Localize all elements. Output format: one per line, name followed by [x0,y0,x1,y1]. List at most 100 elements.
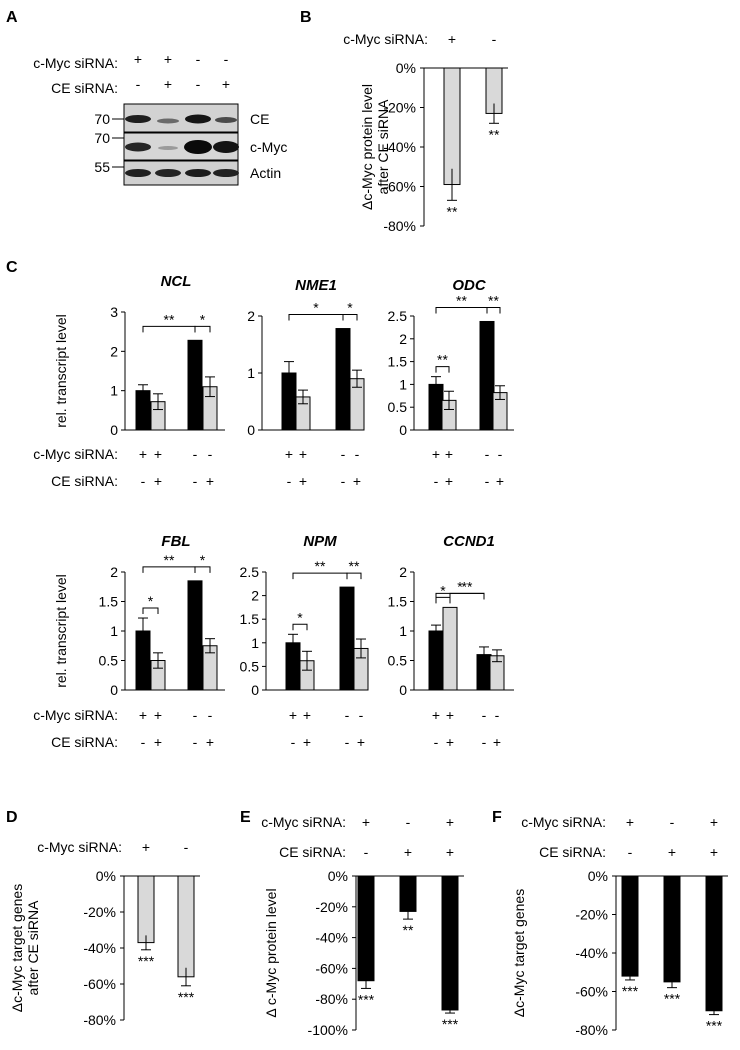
mw-marker: 70 [94,111,110,127]
condition-sign: + [285,446,293,462]
y-tick-label: 1 [110,383,118,399]
condition-sign: + [710,844,718,860]
condition-sign: - [141,734,146,750]
y-tick-label: 1.5 [388,354,408,370]
condition-label: CE siRNA: [51,473,118,489]
blot-band [213,141,239,153]
condition-sign: + [710,814,718,830]
y-tick-label: -100% [308,1022,348,1038]
y-tick-label: 2.5 [240,564,260,580]
significance-bracket [346,572,362,580]
condition-sign: - [341,473,346,489]
lane-sign: - [224,51,229,67]
condition-sign: + [668,844,676,860]
condition-label: c-Myc siRNA: [37,839,122,855]
significance-label: *** [664,991,681,1007]
condition-sign: + [445,473,453,489]
condition-sign: + [446,814,454,830]
condition-label: c-Myc siRNA: [521,814,606,830]
condition-sign: - [193,473,198,489]
bar [335,328,351,431]
bar [177,875,195,978]
condition-sign: - [628,844,633,860]
condition-sign: + [357,734,365,750]
y-tick-label: 1 [251,635,259,651]
condition-label: c-Myc siRNA: [33,707,118,723]
condition-sign: - [141,473,146,489]
bar [621,875,639,977]
y-tick-label: -40% [575,945,608,961]
bar [441,875,459,1011]
lane-sign: - [136,76,141,92]
lane-sign: + [222,76,230,92]
significance-label: ** [456,292,467,308]
significance-bracket [435,366,450,373]
blot-label-ce: CE [250,111,269,127]
condition-sign: + [493,734,501,750]
y-tick-label: 2 [251,588,259,604]
panel-letter-e: E [240,809,251,826]
significance-bracket [435,596,451,604]
chart-d: 0% -20% -40% -60% -80% Δc-Myc target genes aft… [9,839,200,1028]
condition-sign: - [485,473,490,489]
y-tick-label: -60% [83,976,116,992]
bar [443,67,461,186]
y-tick-label: 0 [251,682,259,698]
significance-label: * [200,552,206,568]
y-axis-label: after CE siRNA [25,900,41,996]
significance-label: * [297,609,303,625]
condition-sign: - [345,734,350,750]
bar [479,320,495,431]
condition-sign: - [495,707,500,723]
condition-sign: - [291,734,296,750]
chart-e: 0% -20% -40% -60% -80% -100% Δ c-Myc protein l… [261,814,464,1038]
significance-label: * [457,578,463,594]
significance-label: * [148,593,154,609]
y-tick-label: 1.5 [99,594,119,610]
y-tick-label: -20% [575,907,608,923]
y-axis-label: rel. transcript level [53,574,69,688]
condition-sign: + [303,734,311,750]
condition-sign: + [446,707,454,723]
blot-band [155,169,181,177]
condition-sign: + [432,707,440,723]
condition-sign: + [299,446,307,462]
condition-sign: - [208,446,213,462]
y-tick-label: 0.5 [388,653,408,669]
bar [187,580,203,691]
y-tick-label: 0.5 [240,658,260,674]
lane-sign: + [164,76,172,92]
significance-label: * [313,300,319,316]
significance-label: *** [178,989,195,1005]
significance-label: *** [138,953,155,969]
condition-sign: + [206,473,214,489]
chart-f: 0% -20% -40% -60% -80% Δc-Myc target genes ***… [511,814,728,1038]
significance-bracket [194,566,211,573]
condition-sign: - [670,814,675,830]
blot-band [158,146,178,150]
condition-sign: + [154,734,162,750]
condition-sign: - [287,473,292,489]
condition-sign: + [139,707,147,723]
condition-sign: + [303,707,311,723]
condition-label: c-Myc siRNA: [33,446,118,462]
y-tick-label: 0 [399,682,407,698]
condition-sign: - [341,446,346,462]
y-axis-label: Δc-Myc target genes [9,884,25,1012]
significance-label: ** [447,203,458,219]
panel-letter-d: D [6,809,18,826]
bar [705,875,723,1012]
y-axis-label: Δc-Myc target genes [511,889,527,1017]
blot-band [125,169,151,177]
y-tick-label: -40% [83,940,116,956]
condition-sign: + [446,844,454,860]
condition-sign: - [359,707,364,723]
condition-sign: + [432,446,440,462]
lane-sign: - [196,76,201,92]
panel-letter-c: C [6,259,18,276]
y-tick-label: 0% [396,60,416,76]
significance-label: ** [164,311,175,327]
chart-title: NME1 [295,277,337,294]
